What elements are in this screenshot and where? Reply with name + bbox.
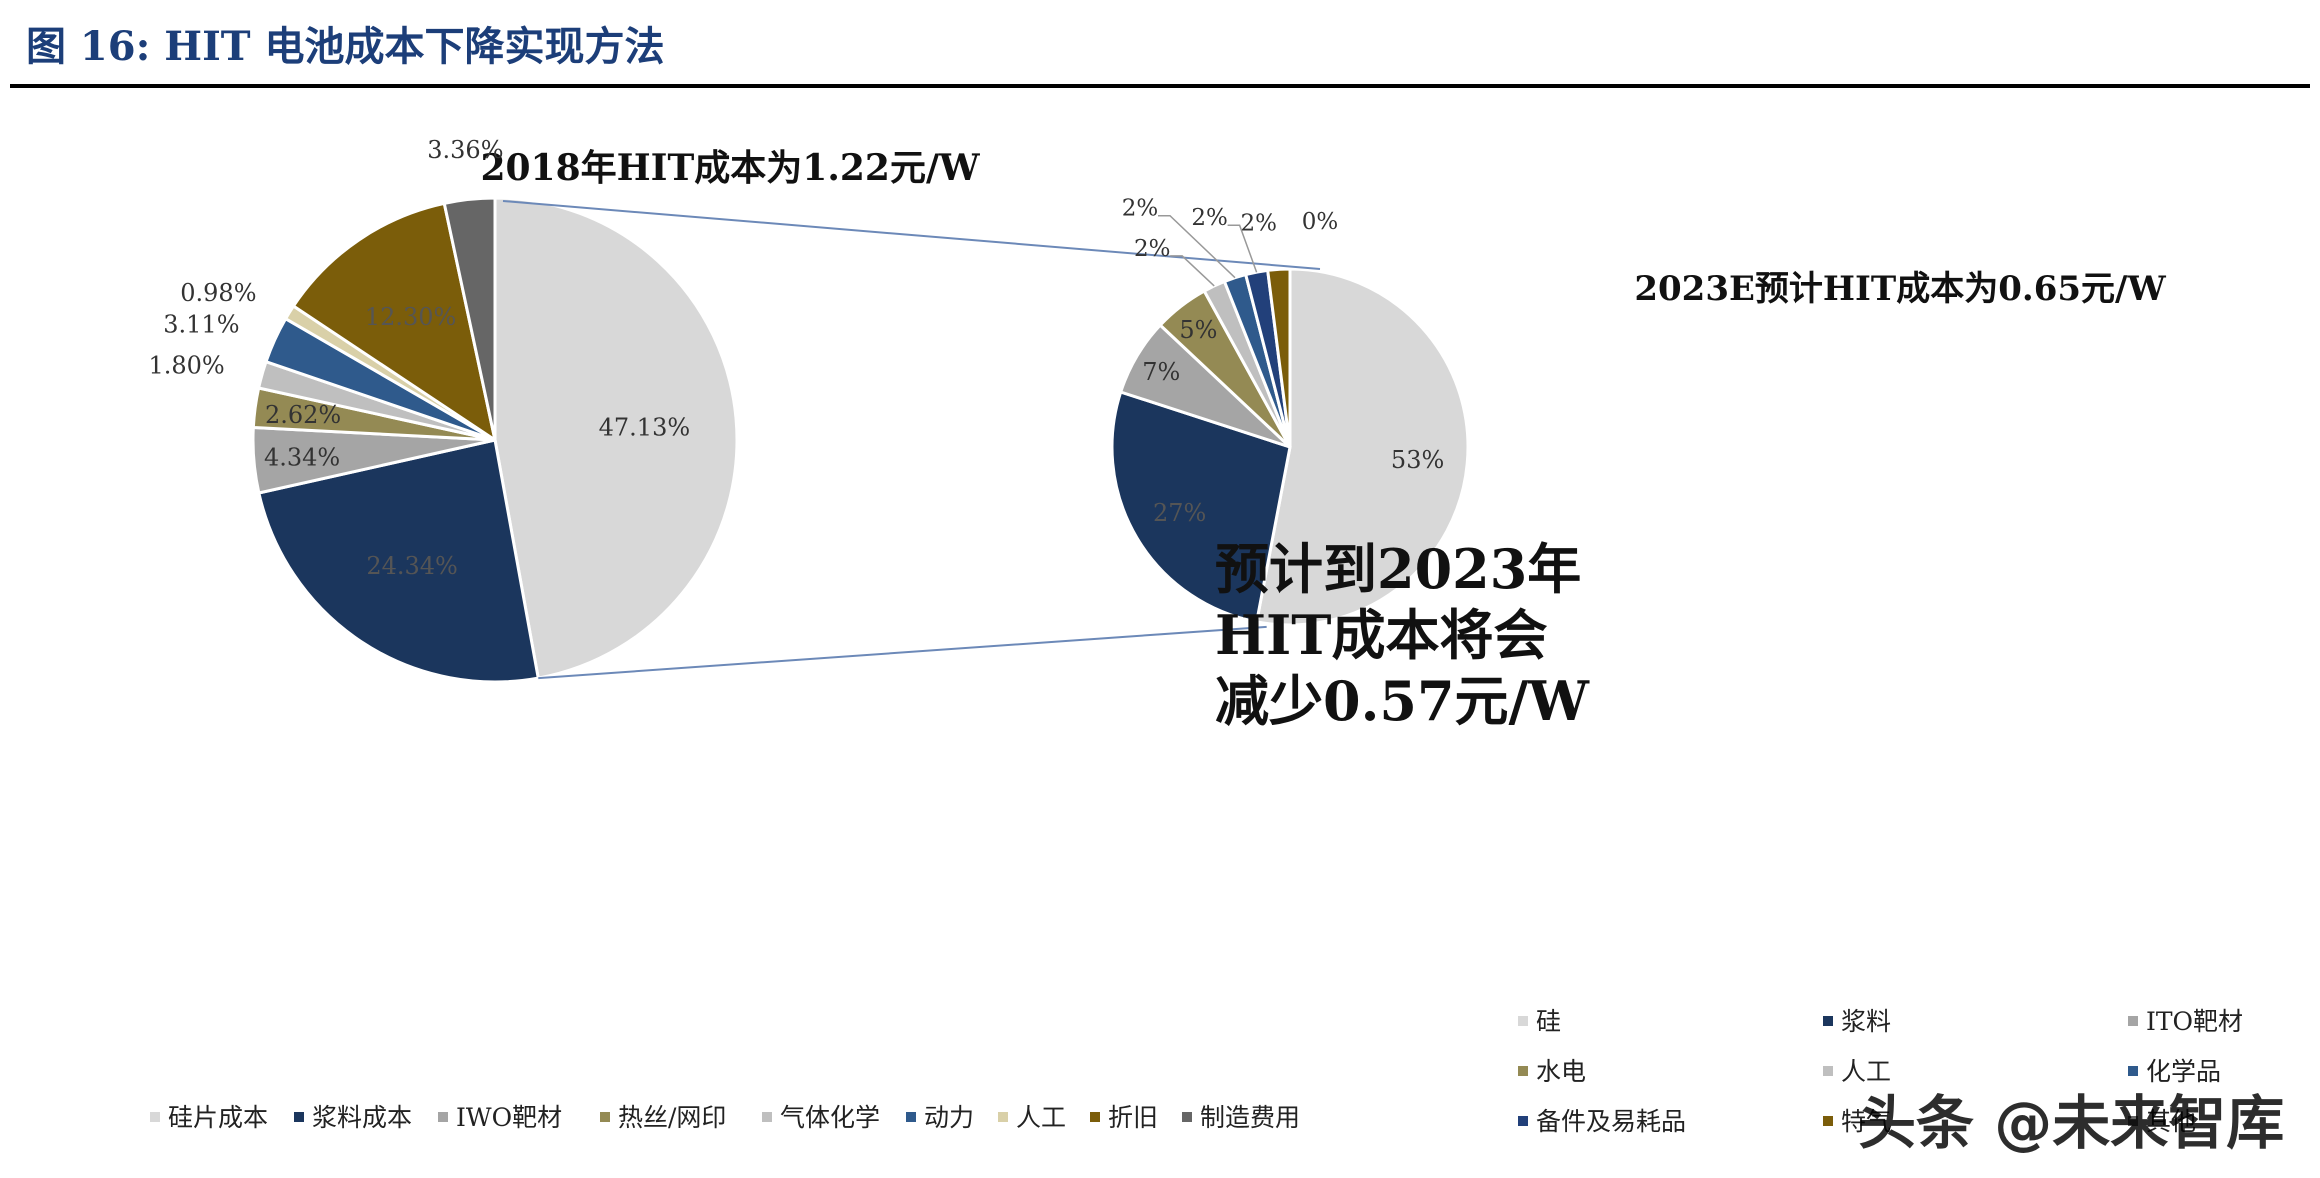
legend-left-swatch-2 <box>438 1112 448 1122</box>
legend-left-swatch-8 <box>1182 1112 1192 1122</box>
pie-2018-slice-8 <box>442 196 497 441</box>
legend-right-swatch-4 <box>1823 1066 1833 1076</box>
legend-right-swatch-3 <box>1518 1066 1528 1076</box>
annotation-line-1: HIT成本将会 <box>1215 603 1547 667</box>
connector-bottom <box>538 625 1267 680</box>
legend-right-swatch-0 <box>1518 1016 1528 1026</box>
pie-2018-title: 2018年HIT成本为1.22元/W <box>480 147 980 189</box>
legend-left-item-1: 浆料成本 <box>312 1103 412 1132</box>
legend-right-swatch-7 <box>1823 1116 1833 1126</box>
pie-2023-slice-1 <box>1110 390 1292 624</box>
pie-2018-label-0: 47.13% <box>599 414 691 442</box>
pie-2018-label-1: 24.34% <box>366 552 458 580</box>
pie-2023-leader-5 <box>1158 214 1236 279</box>
legend-left-swatch-0 <box>150 1112 160 1122</box>
legend-left-item-8: 制造费用 <box>1200 1103 1300 1132</box>
pie-2023-label-3: 5% <box>1179 316 1217 344</box>
pie-2023-leader-6 <box>1227 224 1258 273</box>
title-divider <box>10 84 2310 88</box>
legend-right-item-7: 特气 <box>1841 1107 1891 1136</box>
legend-right-swatch-6 <box>1518 1116 1528 1126</box>
legend-left-swatch-4 <box>762 1112 772 1122</box>
legend-left-item-7: 折旧 <box>1108 1103 1158 1132</box>
pie-2018-label-4: 1.80% <box>148 351 224 379</box>
legend-right-swatch-2 <box>2128 1016 2138 1026</box>
legend-right-item-6: 备件及易耗品 <box>1536 1107 1686 1136</box>
annotation-line-2: 减少0.57元/W <box>1215 669 1590 733</box>
legend-right-item-2: ITO靶材 <box>2146 1007 2243 1036</box>
legend-left-swatch-7 <box>1090 1112 1100 1122</box>
legend-right-item-4: 人工 <box>1841 1057 1891 1086</box>
pie-2023-label-7: 2% <box>1241 210 1278 236</box>
legend-left-item-2: IWO靶材 <box>456 1103 562 1132</box>
figure-title: 图 16: HIT 电池成本下降实现方法 <box>26 23 665 70</box>
legend-left-item-5: 动力 <box>924 1103 974 1132</box>
pie-2023-label-0: 53% <box>1391 446 1444 474</box>
pie-2018-label-8: 3.36% <box>427 136 503 164</box>
pie-2018-label-6: 0.98% <box>180 279 256 307</box>
legend-right-item-1: 浆料 <box>1841 1007 1891 1036</box>
pie-2023-label-6: 2% <box>1191 205 1228 231</box>
legend-left-swatch-1 <box>294 1112 304 1122</box>
legend-left-item-0: 硅片成本 <box>168 1103 268 1132</box>
pie-2023-slice-7 <box>1266 267 1292 448</box>
annotation-line-0: 预计到2023年 <box>1215 537 1581 601</box>
legend-left-swatch-6 <box>998 1112 1008 1122</box>
pie-2018-label-5: 3.11% <box>163 311 239 339</box>
legend-right-swatch-8 <box>2128 1116 2138 1126</box>
pie-2018-slice-0 <box>493 196 739 680</box>
legend-right-item-0: 硅 <box>1536 1007 1561 1036</box>
pie-2023-title: 2023E预计HIT成本为0.65元/W <box>1634 269 2166 309</box>
pie-2018-label-3: 2.62% <box>265 401 341 429</box>
legend-right-swatch-1 <box>1823 1016 1833 1026</box>
legend-left-swatch-3 <box>600 1112 610 1122</box>
legend-left-item-3: 热丝/网印 <box>618 1103 726 1132</box>
legend-right-swatch-5 <box>2128 1066 2138 1076</box>
legend-left-swatch-5 <box>906 1112 916 1122</box>
watermark: 头条 @未来智库 <box>1858 1089 2285 1157</box>
pie-2023-label-4: 2% <box>1134 236 1171 262</box>
pie-2023-leader-4 <box>1170 255 1215 287</box>
pie-2018-label-7: 12.30% <box>365 303 457 331</box>
pie-2018-slice-1 <box>257 438 541 684</box>
pie-2018-slice-7 <box>291 201 498 444</box>
legend-right-item-8: 其他 <box>2146 1107 2196 1136</box>
legend-left-item-6: 人工 <box>1016 1103 1066 1132</box>
legend-left-item-4: 气体化学 <box>780 1103 880 1132</box>
pie-2023-label-5: 2% <box>1122 196 1159 222</box>
legend-right-item-5: 化学品 <box>2146 1057 2221 1086</box>
pie-2023-label-1: 27% <box>1153 499 1206 527</box>
pie-2023-label-8: 0% <box>1302 209 1339 235</box>
pie-2023-slice-0 <box>1254 267 1470 627</box>
pie-2023-label-2: 7% <box>1142 358 1180 386</box>
legend-right-item-3: 水电 <box>1536 1057 1586 1086</box>
pie-2018-label-2: 4.34% <box>264 443 340 471</box>
